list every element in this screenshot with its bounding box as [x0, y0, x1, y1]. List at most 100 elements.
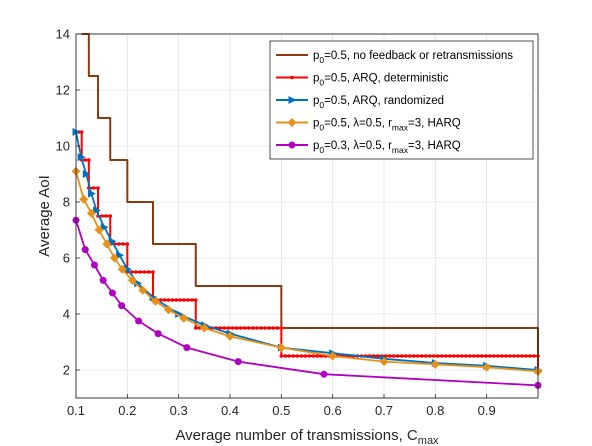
data-point [108, 214, 113, 218]
data-point [328, 351, 338, 361]
legend-box [269, 40, 534, 160]
data-point [238, 326, 243, 330]
data-point [460, 354, 464, 358]
series-5 [72, 216, 542, 389]
series-line [81, 33, 539, 370]
data-point [532, 354, 536, 358]
legend-label-part: 0 [319, 145, 324, 155]
series-3 [72, 128, 543, 374]
data-point [151, 296, 161, 306]
data-point [271, 326, 275, 330]
legend-label-part: max [392, 122, 409, 132]
data-point [135, 317, 143, 325]
data-point [504, 354, 508, 358]
data-point [455, 354, 460, 358]
data-point [528, 354, 532, 358]
legend-label: p0=0.5, ARQ, randomized [313, 95, 444, 110]
data-point [411, 354, 416, 358]
data-point [443, 354, 448, 358]
legend-label-part: 0 [319, 55, 324, 65]
series-1 [81, 33, 539, 370]
y-tick-label: 2 [63, 363, 70, 378]
data-point [118, 302, 126, 310]
legend-marker [288, 141, 296, 149]
x-tick-label: 0.6 [324, 403, 342, 418]
data-point [415, 354, 420, 358]
data-point [151, 270, 155, 274]
data-point [79, 194, 89, 204]
x-tick-label: 0.8 [426, 403, 444, 418]
legend-label-part: =0.5, [324, 118, 353, 130]
tick-labels: 0.1 0.2 0.3 0.4 0.5 0.6 0.7 0.8 0.9 2 4 6 8 10 12 14 [56, 27, 496, 419]
data-point [295, 354, 300, 358]
legend-label-part: =0.5, no feedback or retransmissions [324, 50, 513, 62]
data-point [186, 298, 190, 302]
data-point [464, 354, 468, 358]
data-point [179, 313, 189, 323]
legend-label-part: p [313, 140, 319, 152]
legend-label-part: p [313, 118, 319, 130]
data-point [403, 354, 408, 358]
data-point [162, 298, 167, 302]
data-point [283, 354, 288, 358]
data-point [102, 239, 112, 249]
data-point [234, 326, 239, 330]
data-point [439, 354, 444, 358]
data-point [391, 354, 396, 358]
data-point [512, 354, 516, 358]
data-point [451, 354, 456, 358]
data-point [246, 326, 251, 330]
data-point [484, 354, 488, 358]
data-point [399, 354, 404, 358]
x-tick-label: 0.3 [170, 403, 188, 418]
data-point [125, 242, 130, 246]
data-point [225, 331, 235, 341]
data-point [447, 354, 452, 358]
data-point [193, 298, 198, 302]
data-point [520, 354, 524, 358]
series-line [75, 219, 539, 387]
x-tick-label: 0.9 [478, 403, 496, 418]
data-point [291, 354, 296, 358]
data-point [182, 298, 186, 302]
data-point [427, 354, 432, 358]
data-point [267, 326, 271, 330]
series-layer [71, 33, 543, 389]
data-point [508, 354, 512, 358]
data-point [315, 354, 320, 358]
data-point [255, 326, 259, 330]
data-point [116, 242, 121, 246]
data-point [320, 370, 328, 378]
data-point [488, 354, 492, 358]
data-point [121, 242, 125, 246]
data-point [496, 354, 500, 358]
data-point [72, 128, 81, 136]
data-point [146, 270, 151, 274]
legend-label-part: max [392, 145, 409, 155]
series-4 [71, 166, 543, 376]
data-point [154, 330, 162, 338]
legend-label-part: =0.5, r [359, 140, 392, 152]
data-point [407, 354, 412, 358]
legend-marker [287, 118, 297, 127]
data-point [423, 354, 428, 358]
y-tick-label: 10 [56, 139, 70, 154]
data-point [480, 354, 484, 358]
data-point [222, 326, 227, 330]
legend-entry: p0=0.5, no feedback or retransmissions [276, 50, 513, 65]
legend-label-part: 0 [319, 77, 324, 87]
data-point [170, 298, 175, 302]
data-point [149, 293, 158, 302]
data-point [90, 261, 98, 269]
data-point [242, 326, 247, 330]
data-point [193, 326, 198, 330]
data-point [117, 264, 127, 274]
x-tick-label: 0.7 [375, 403, 393, 418]
data-point [500, 354, 504, 358]
data-point [275, 326, 280, 330]
x-axis-label: Average number of transmissions, Cmax [175, 427, 439, 446]
x-tick-label: 0.2 [118, 403, 136, 418]
data-point [81, 246, 89, 254]
data-point [218, 326, 223, 330]
data-point [178, 298, 183, 302]
